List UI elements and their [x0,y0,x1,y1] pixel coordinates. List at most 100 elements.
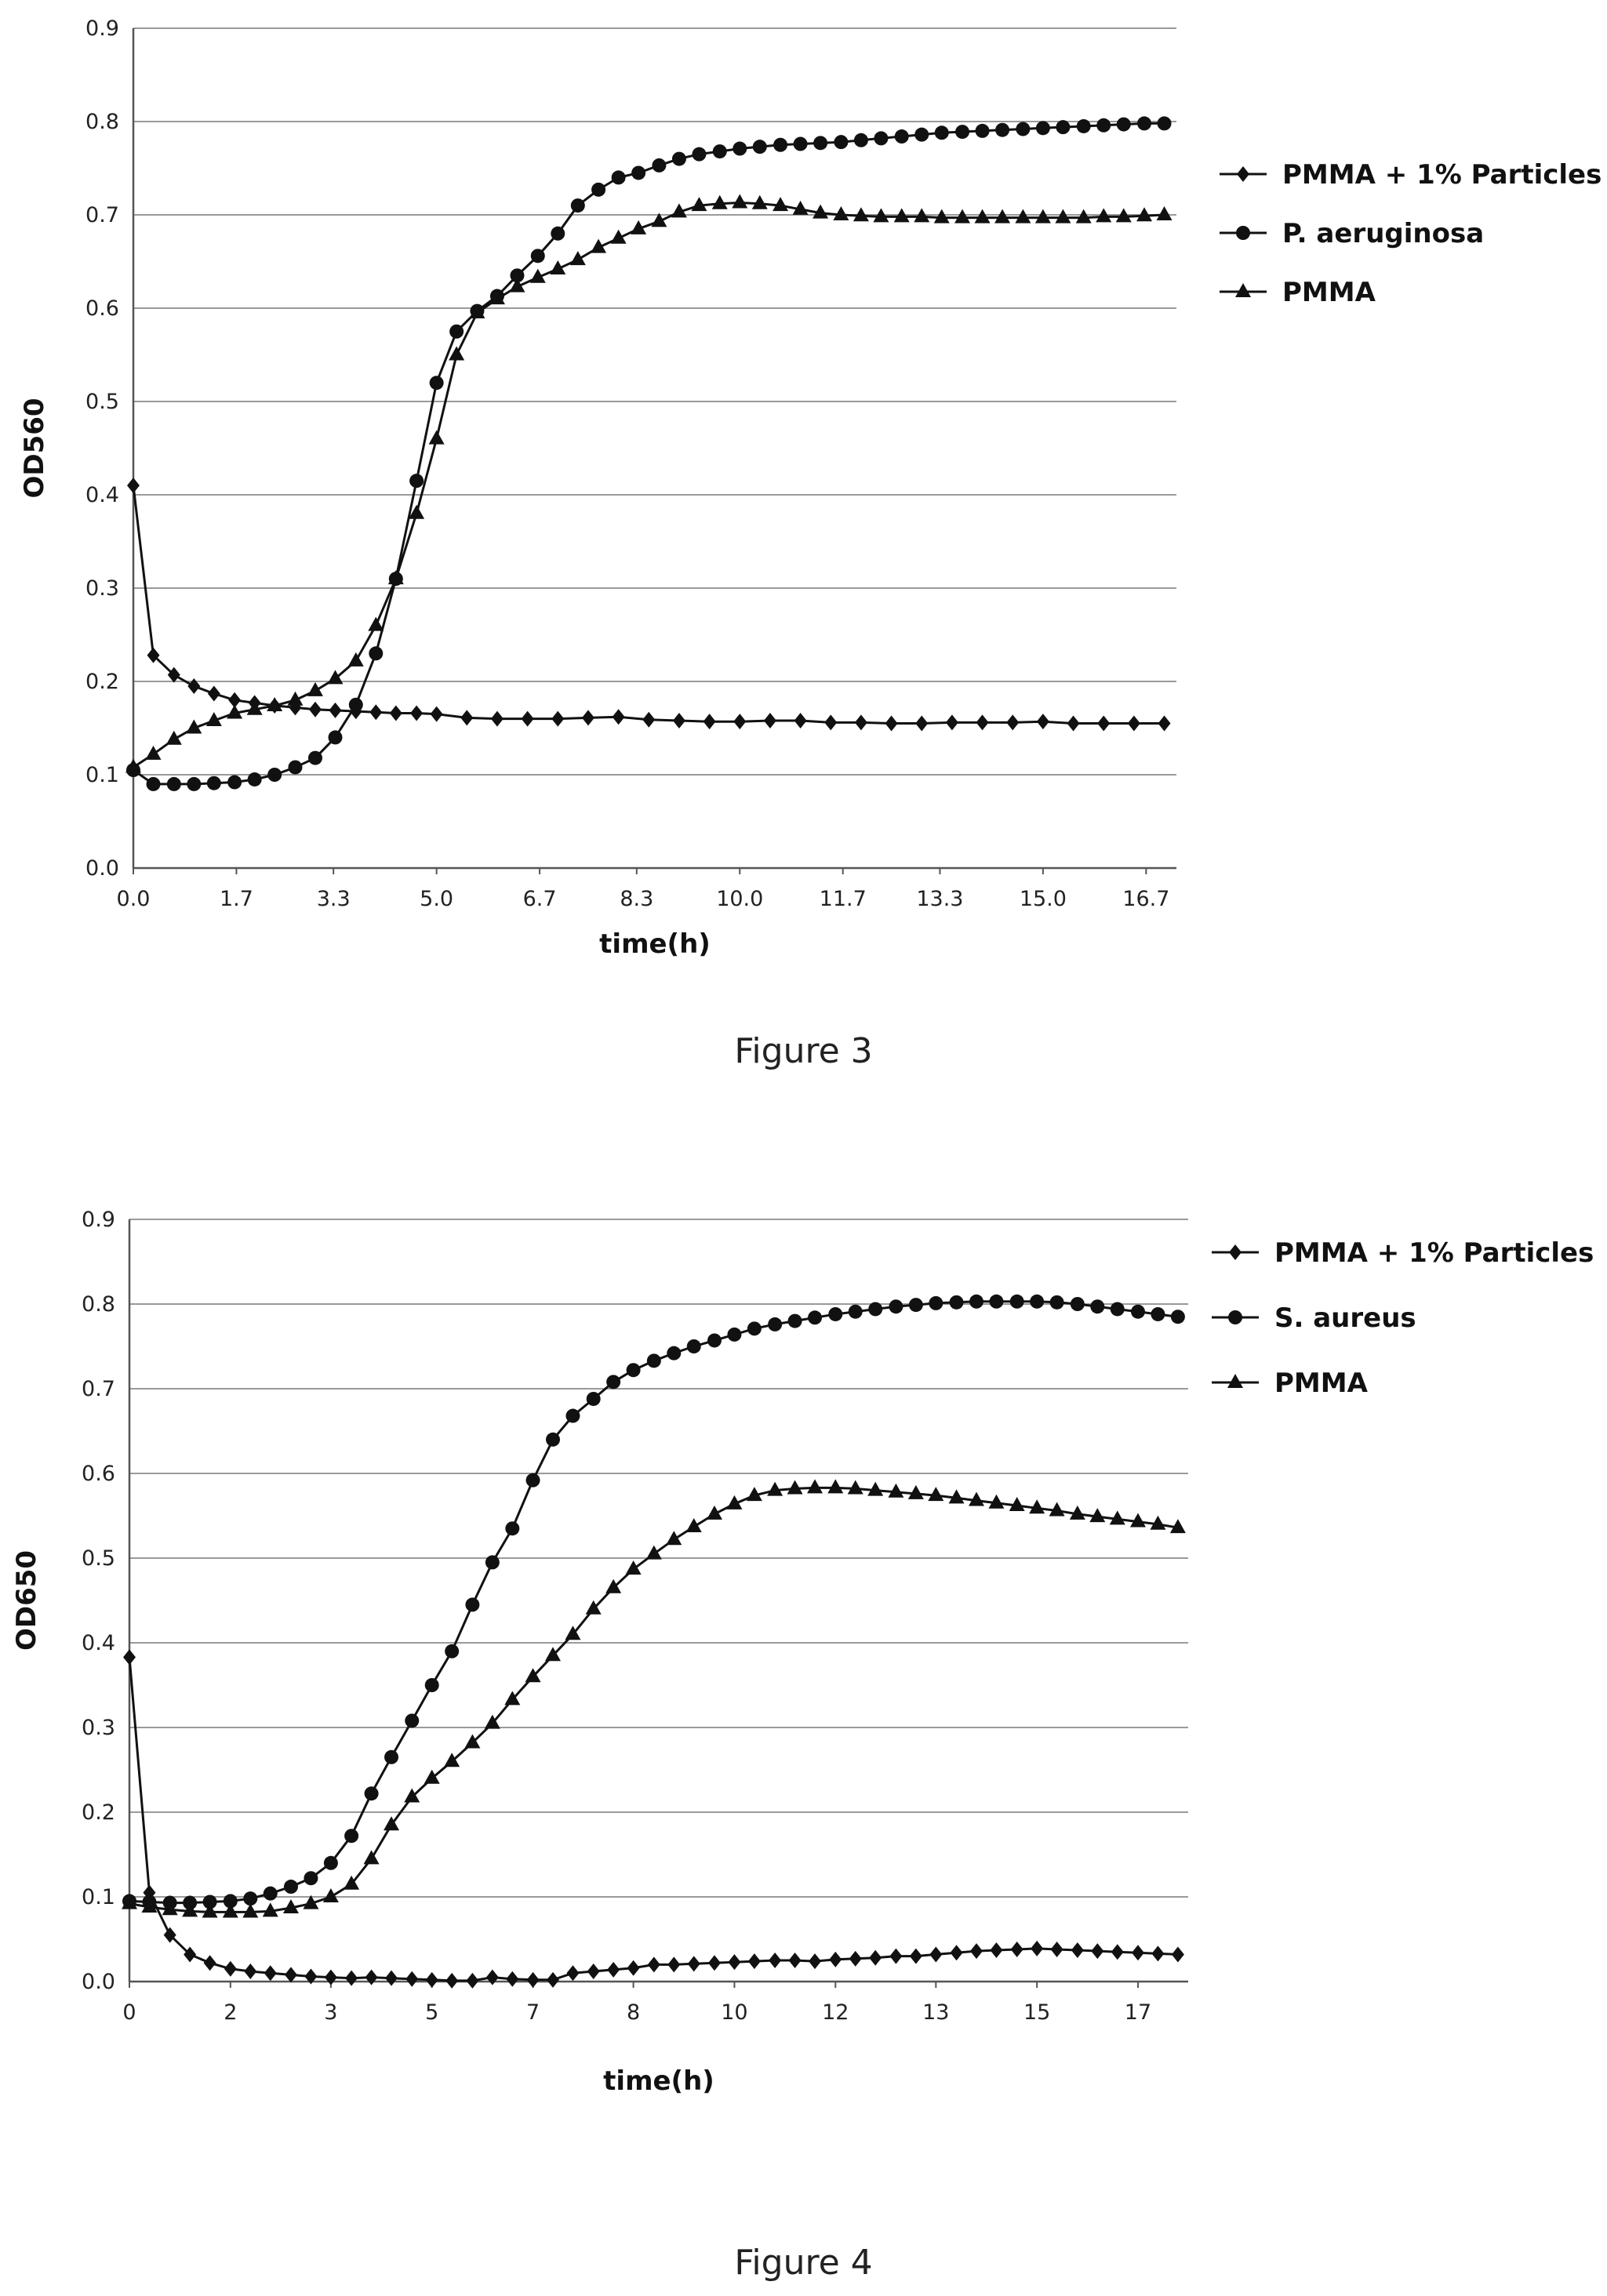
data-point [1009,1497,1025,1512]
data-point [525,1473,540,1488]
data-point [873,208,889,223]
data-point [1116,117,1131,132]
data-point [146,776,161,791]
data-point [565,1626,581,1640]
data-point [733,141,747,156]
figure-3-chart: 0.0 0.1 0.2 0.3 0.4 0.5 0.6 0.7 0.8 0.9 0.0 1.7 3.3 5… [0,0,1607,1071]
x-tick-label: 10 [721,2000,747,2025]
data-point [304,1968,318,1985]
x-tick-label: 13.3 [916,887,963,911]
data-point [428,430,445,445]
data-point [368,616,384,631]
data-point [1010,1941,1023,1957]
data-point [163,1927,176,1943]
legend-label: PMMA + 1% Particles [1282,159,1602,191]
data-point [466,1972,479,1989]
data-point [793,136,808,151]
data-point [389,705,402,721]
data-point [853,133,868,147]
data-point [847,1480,863,1495]
data-point [833,206,849,220]
data-point [612,709,625,725]
data-point [907,1484,924,1499]
data-point [1035,121,1050,136]
data-point [975,123,990,138]
data-point [227,704,243,719]
data-point [1130,1304,1145,1319]
x-tick-label: 0 [122,2000,136,2025]
data-point [1016,122,1031,136]
data-point [409,504,425,519]
data-point [206,776,221,790]
data-point [267,696,283,711]
data-point [460,710,474,726]
data-point [424,1678,439,1692]
data-point [570,198,585,213]
data-point [490,710,504,727]
data-point [671,151,686,166]
y-tick-label: 0.8 [85,110,119,134]
data-point [746,1487,762,1502]
series-line [132,485,1165,725]
data-point [385,1970,398,1986]
data-point [787,1480,803,1495]
data-point [1131,1945,1144,1961]
data-point [1156,206,1173,220]
y-tick-label: 0.1 [85,763,119,787]
data-point [1036,714,1049,730]
data-point [1110,1302,1125,1317]
data-point [509,278,525,292]
data-point [893,208,910,223]
data-point [445,1644,460,1658]
data-point [703,714,716,730]
data-point [521,710,534,727]
data-point [1158,715,1171,732]
data-point [631,220,647,234]
data-point [666,1531,682,1546]
legend-entry: PMMA [1212,1368,1369,1399]
data-point [929,1295,943,1310]
data-point [127,478,140,494]
data-point [1171,1946,1184,1963]
y-tick-label: 0.6 [82,1462,115,1486]
data-point [1111,1944,1124,1960]
x-tick-label: 6.7 [523,887,557,911]
y-tick-label: 0.8 [82,1292,115,1317]
data-point [627,1960,640,1976]
legend-entry: PMMA + 1% Particles [1220,159,1602,191]
data-point [263,1886,278,1901]
data-point [166,776,181,791]
legend-label: PMMA [1274,1368,1369,1399]
data-point [727,1327,742,1342]
data-point [1096,118,1111,133]
data-point [369,646,384,661]
data-point [712,144,727,159]
series-triangle [122,1479,1186,1918]
data-point [327,670,344,685]
data-point [948,1489,965,1504]
x-tick-label: 15 [1023,2000,1050,2025]
figure-4-svg: 0.0 0.1 0.2 0.3 0.4 0.5 0.6 0.7 0.8 0.9 0 2 3 5 7 8 10 12… [11,1208,1594,2097]
data-point [328,730,343,745]
data-point [827,1479,844,1494]
data-point [848,1304,863,1319]
legend-marker [1235,283,1251,297]
data-point [687,1956,700,1972]
x-tick-label: 10.0 [716,887,763,911]
figure-4-caption: Figure 4 [734,2243,873,2283]
data-point [773,137,788,152]
data-point [550,260,566,275]
data-point [1069,1505,1085,1520]
x-tick-label: 16.7 [1122,887,1169,911]
data-point [308,701,322,718]
data-point [642,711,656,728]
data-point [546,1432,560,1447]
y-tick-label: 0.6 [85,296,119,321]
data-point [141,1898,158,1913]
series-line [133,122,1165,786]
figure-3-svg: 0.0 0.1 0.2 0.3 0.4 0.5 0.6 0.7 0.8 0.9 0.0 1.7 3.3 5… [19,16,1602,960]
data-point [591,238,607,253]
legend-label: PMMA [1282,277,1376,308]
data-point [464,1734,481,1749]
data-point [934,125,949,140]
